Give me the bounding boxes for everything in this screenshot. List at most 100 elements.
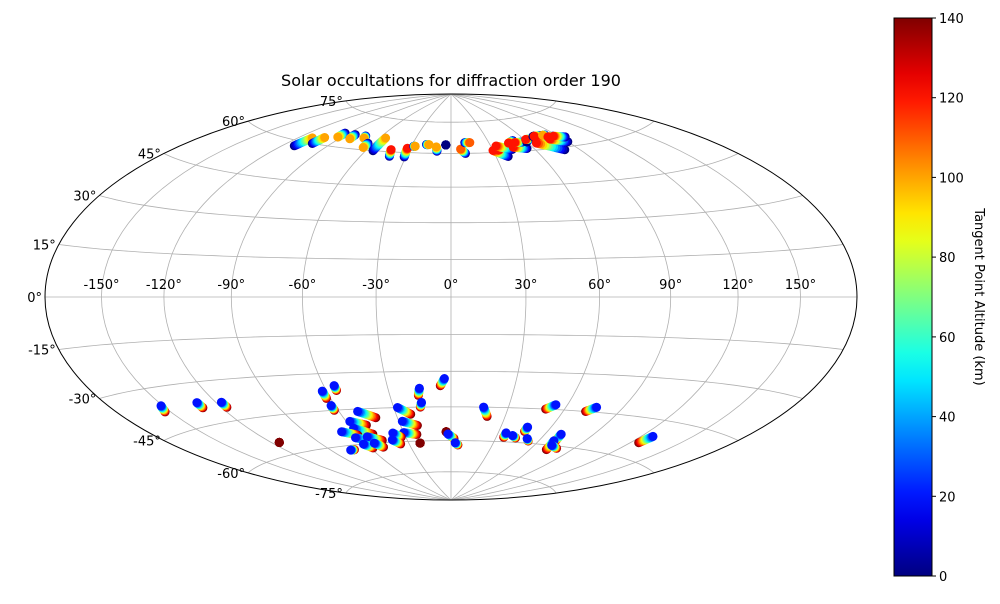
latitude-tick-label: 0° bbox=[27, 291, 42, 306]
occultation-track bbox=[358, 138, 373, 152]
occultation-point bbox=[531, 138, 541, 148]
colorbar-tick-label: 80 bbox=[939, 251, 956, 266]
longitude-tick-label: 60° bbox=[588, 278, 611, 293]
occultation-track bbox=[369, 438, 388, 452]
longitude-tick-label: 90° bbox=[659, 278, 682, 293]
latitude-tick-label: 45° bbox=[138, 148, 161, 163]
occultation-track bbox=[274, 437, 284, 447]
occultation-point bbox=[551, 400, 561, 410]
occultation-point bbox=[362, 432, 372, 442]
occultation-point bbox=[548, 131, 558, 141]
occultation-track bbox=[333, 128, 350, 142]
occultation-track bbox=[399, 143, 412, 162]
occultation-point bbox=[439, 374, 449, 383]
occultation-track bbox=[456, 144, 470, 158]
occultation-point bbox=[417, 397, 426, 407]
occultation-track bbox=[431, 142, 442, 156]
occultation-track bbox=[397, 416, 422, 430]
latitude-tick-label: 60° bbox=[222, 115, 245, 130]
occultation-track bbox=[387, 435, 406, 449]
longitude-tick-label: 30° bbox=[514, 278, 537, 293]
occultation-point bbox=[326, 401, 336, 410]
occultation-point bbox=[465, 138, 475, 148]
occultation-point bbox=[443, 429, 453, 439]
occultation-point bbox=[345, 416, 355, 426]
map-plot-area: -150° -120° -90° -60° -30° 0° 30° 60° 90° 120° 150… bbox=[27, 93, 858, 502]
occultation-point bbox=[414, 383, 424, 393]
occultation-point bbox=[337, 427, 347, 437]
colorbar-frame bbox=[893, 17, 933, 577]
occultation-point bbox=[369, 438, 379, 448]
latitude-tick-label: -15° bbox=[28, 344, 56, 359]
occultation-track bbox=[435, 374, 449, 391]
occultation-track bbox=[548, 131, 570, 142]
occultation-track bbox=[510, 137, 527, 148]
occultation-point bbox=[345, 134, 355, 144]
occultation-track bbox=[346, 445, 359, 455]
occultation-track bbox=[384, 145, 396, 161]
occultation-point bbox=[479, 402, 489, 412]
occultation-track bbox=[326, 401, 339, 415]
occultation-point bbox=[510, 138, 520, 148]
occultation-track bbox=[192, 398, 208, 413]
occultation-track bbox=[307, 133, 330, 148]
occultation-point bbox=[397, 416, 407, 426]
occultation-track bbox=[329, 381, 341, 395]
occultation-track bbox=[547, 440, 562, 453]
longitude-tick-label: -60° bbox=[289, 278, 317, 293]
occultation-point bbox=[556, 429, 566, 439]
occultation-point bbox=[329, 381, 339, 391]
latitude-tick-label: 30° bbox=[73, 190, 96, 205]
occultation-track bbox=[216, 397, 232, 412]
colorbar: 0 20 40 60 80 100 120 140 Tangent Point Altitud… bbox=[893, 12, 986, 585]
occultation-point bbox=[508, 431, 517, 440]
occultation-point bbox=[456, 144, 466, 154]
colorbar-tick-label: 120 bbox=[939, 92, 964, 107]
occultation-point bbox=[351, 433, 360, 443]
latitude-tick-labels: -75° -60° -45° -30° -15° 0° 15° 30° 45° 60° 75° bbox=[27, 95, 343, 502]
occultation-point bbox=[317, 386, 327, 396]
occultation-point bbox=[523, 422, 533, 432]
occultation-point bbox=[333, 132, 343, 142]
occultation-point bbox=[346, 445, 356, 455]
occultation-track bbox=[399, 428, 422, 439]
longitude-tick-labels: -150° -120° -90° -60° -30° 0° 30° 60° 90° 120° 150… bbox=[83, 278, 816, 293]
chart-title: Solar occultations for diffraction order… bbox=[281, 71, 621, 90]
occultation-point bbox=[450, 438, 460, 448]
occultation-track bbox=[415, 438, 425, 448]
occultation-point bbox=[359, 439, 368, 449]
longitude-gridline bbox=[450, 94, 739, 500]
map-boundary bbox=[44, 93, 858, 501]
longitude-gridline bbox=[450, 94, 672, 500]
longitude-tick-label: 150° bbox=[785, 278, 816, 293]
occultation-points bbox=[156, 128, 658, 455]
occultation-point bbox=[388, 428, 398, 438]
colorbar-tick-label: 0 bbox=[939, 570, 947, 585]
longitude-tick-label: 0° bbox=[444, 278, 459, 293]
occultation-track bbox=[345, 130, 360, 144]
occultation-point bbox=[415, 438, 425, 448]
colorbar-fill bbox=[894, 18, 932, 576]
occultation-track bbox=[460, 138, 475, 148]
occultation-point bbox=[386, 145, 396, 155]
occultation-point bbox=[521, 135, 531, 144]
latitude-tick-label: -45° bbox=[133, 435, 161, 450]
longitude-gridline bbox=[101, 94, 452, 500]
occultation-track bbox=[520, 422, 533, 436]
occultation-track bbox=[634, 431, 658, 448]
occultation-point bbox=[320, 133, 330, 142]
occultation-point bbox=[353, 406, 363, 416]
occultation-track bbox=[413, 383, 424, 400]
occultation-track bbox=[581, 402, 602, 416]
occultation-track bbox=[450, 438, 463, 450]
occultation-track bbox=[441, 140, 451, 150]
occultation-point bbox=[156, 401, 166, 411]
occultation-point bbox=[387, 435, 397, 445]
occultation-point bbox=[381, 133, 391, 143]
longitude-tick-label: -90° bbox=[217, 278, 245, 293]
colorbar-ticks: 0 20 40 60 80 100 120 140 bbox=[932, 12, 964, 585]
colorbar-tick-label: 60 bbox=[939, 331, 956, 346]
occultation-track bbox=[508, 431, 520, 443]
longitude-gridline bbox=[163, 94, 452, 500]
